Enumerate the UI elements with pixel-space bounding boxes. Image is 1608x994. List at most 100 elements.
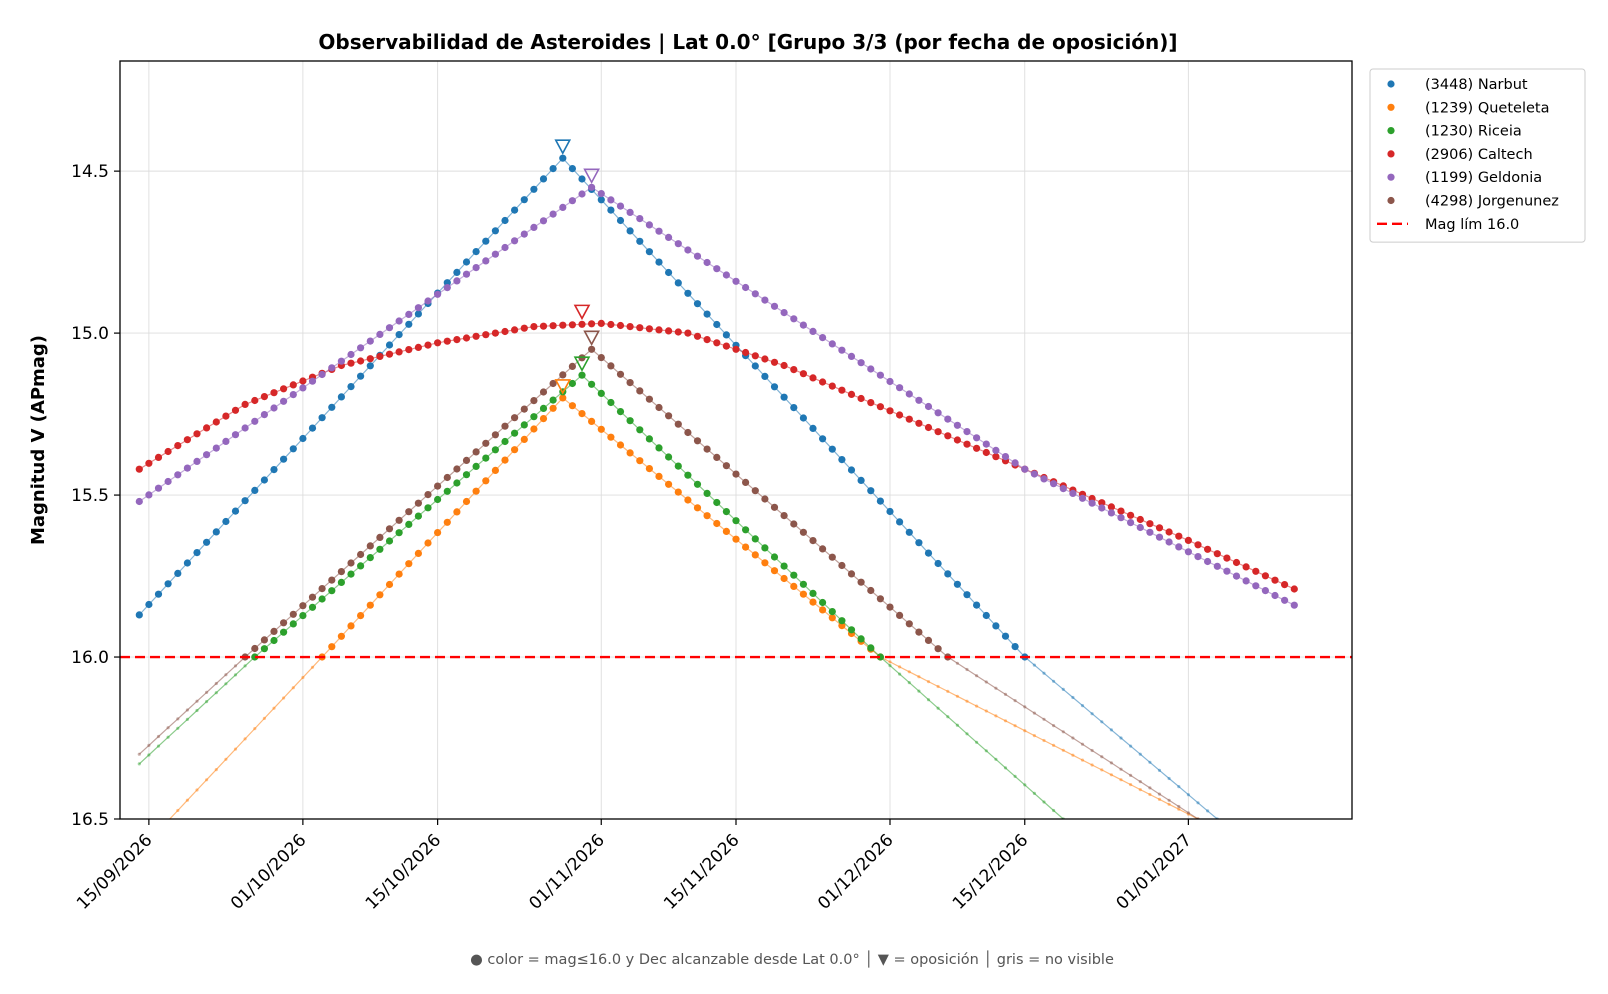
data-point: [876, 595, 885, 603]
data-point-not-visible: [994, 714, 998, 718]
data-point: [867, 365, 875, 373]
data-point: [568, 362, 577, 370]
data-point-not-visible: [1052, 808, 1056, 813]
data-point: [886, 407, 894, 415]
data-point-not-visible: [1254, 855, 1257, 858]
data-point: [915, 539, 923, 547]
data-point: [732, 345, 740, 353]
data-point: [896, 384, 904, 392]
data-point: [549, 210, 557, 218]
legend-label: Mag lím 16.0: [1425, 217, 1519, 233]
data-point: [135, 465, 143, 473]
data-point: [280, 385, 288, 393]
data-point: [597, 354, 605, 362]
data-point: [770, 383, 779, 391]
data-point: [414, 310, 422, 318]
data-point-not-visible: [205, 690, 209, 695]
data-point: [520, 435, 528, 443]
data-point-not-visible: [1100, 720, 1104, 724]
data-point: [934, 409, 942, 417]
data-point: [1107, 503, 1115, 511]
data-point: [963, 591, 971, 599]
data-point: [328, 364, 336, 372]
data-point: [193, 457, 201, 465]
data-point: [462, 456, 471, 464]
data-point-not-visible: [1003, 692, 1008, 697]
data-point-not-visible: [984, 709, 988, 713]
data-point: [357, 372, 365, 380]
legend-item-1239-queteleta: (1239) Queteleta: [1387, 100, 1549, 116]
data-point: [510, 237, 519, 245]
data-point: [655, 326, 663, 334]
data-point: [636, 215, 644, 223]
data-point: [549, 379, 557, 388]
data-point: [491, 250, 499, 258]
data-point: [530, 397, 538, 405]
data-point: [982, 611, 990, 620]
data-point: [674, 240, 682, 248]
data-point: [145, 491, 153, 499]
data-point: [501, 437, 509, 446]
data-point: [1281, 581, 1289, 589]
data-point: [732, 470, 740, 478]
data-point: [212, 528, 220, 536]
data-point: [588, 320, 596, 328]
data-point: [251, 486, 259, 494]
data-point-not-visible: [1235, 837, 1238, 840]
data-point-not-visible: [195, 708, 199, 713]
data-point: [559, 154, 567, 162]
data-point: [636, 387, 644, 395]
data-point: [684, 246, 692, 254]
data-point: [963, 428, 971, 436]
data-point: [472, 264, 480, 272]
data-point: [568, 402, 577, 410]
data-point-not-visible: [243, 664, 247, 668]
data-point: [549, 165, 557, 173]
data-point-not-visible: [1013, 774, 1017, 779]
data-point-not-visible: [214, 691, 218, 695]
data-point: [289, 381, 297, 389]
data-point: [231, 507, 240, 515]
data-point: [847, 390, 856, 398]
data-point: [1252, 582, 1260, 590]
legend-label: (4298) Jorgenunez: [1425, 194, 1559, 210]
data-point: [770, 567, 779, 575]
data-point-not-visible: [917, 675, 921, 679]
data-point-not-visible: [147, 753, 151, 757]
data-point: [453, 268, 461, 276]
data-point: [135, 497, 143, 506]
data-point: [857, 359, 865, 367]
data-point: [462, 471, 471, 479]
data-point: [616, 441, 625, 449]
data-point-not-visible: [1129, 773, 1133, 778]
data-point-not-visible: [1148, 894, 1151, 897]
data-point: [857, 578, 865, 586]
data-point: [453, 336, 461, 344]
legend-item-1199-geldonia: (1199) Geldonia: [1387, 170, 1542, 186]
data-point: [607, 362, 615, 370]
data-point: [559, 203, 567, 211]
data-point: [780, 511, 788, 520]
data-point-not-visible: [176, 717, 180, 721]
data-point-not-visible: [1080, 742, 1085, 746]
data-point: [751, 362, 759, 370]
data-point: [934, 645, 942, 653]
data-point: [443, 337, 451, 345]
data-point: [703, 336, 711, 344]
data-point: [318, 414, 326, 422]
data-point: [982, 448, 990, 457]
data-point: [472, 462, 480, 470]
data-point: [645, 465, 654, 473]
data-point: [761, 544, 769, 552]
data-point: [145, 459, 153, 467]
data-point: [857, 635, 865, 643]
data-point: [357, 344, 365, 352]
data-point: [616, 321, 625, 330]
data-point-not-visible: [176, 726, 180, 730]
data-point: [761, 355, 769, 363]
data-point-not-visible: [1254, 850, 1257, 853]
data-point: [896, 411, 904, 419]
data-point: [665, 268, 673, 277]
data-point: [251, 417, 259, 425]
data-point-not-visible: [1254, 988, 1257, 991]
